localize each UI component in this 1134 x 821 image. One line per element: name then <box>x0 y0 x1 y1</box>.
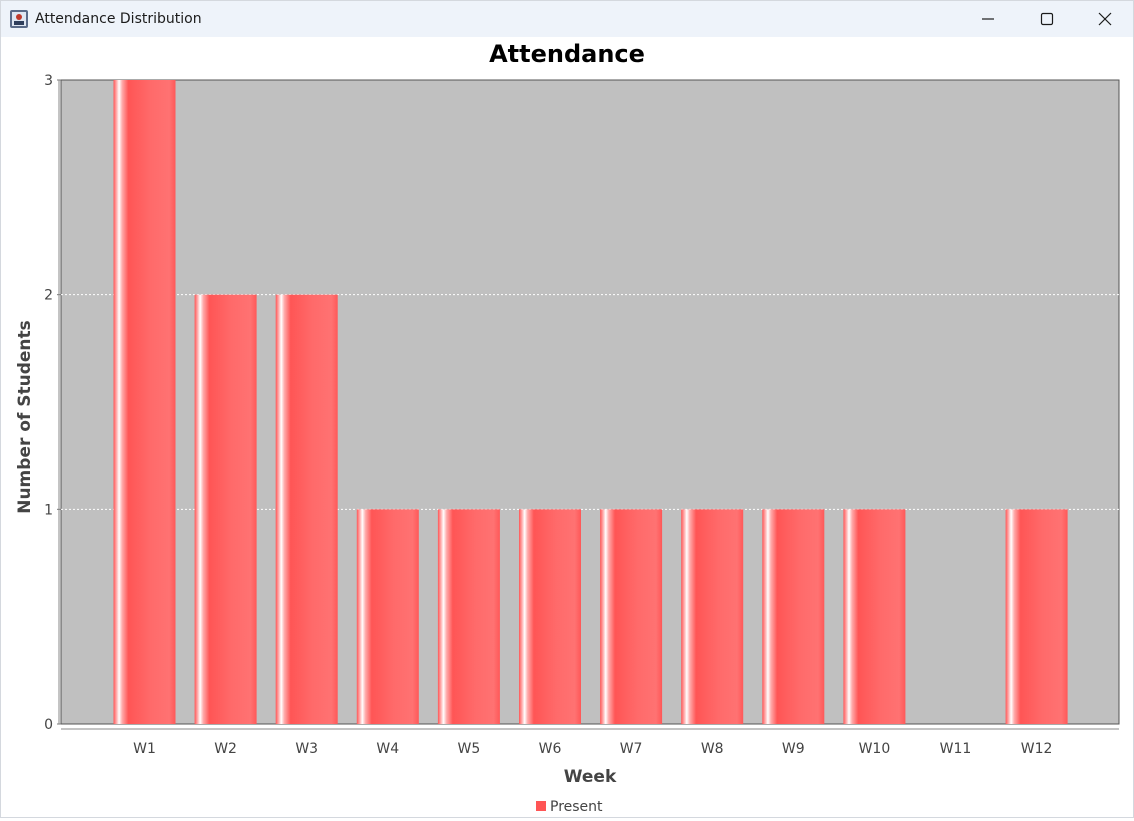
chart-title: Attendance <box>489 40 645 68</box>
bar-w7 <box>600 509 663 724</box>
x-tick-label-w8: W8 <box>701 741 724 757</box>
bar-w10 <box>843 509 906 724</box>
bar-w6 <box>519 509 581 724</box>
close-icon <box>1098 12 1112 26</box>
chart-panel: Attendance 0 1 2 3 W1 W2 W3 W4 W5 W6 W7 W8 W9 W10 W11 W… <box>1 37 1133 817</box>
bar-w9 <box>762 509 825 724</box>
legend: Present <box>536 799 603 815</box>
bar-w1 <box>113 80 176 724</box>
x-tick-label-w4: W4 <box>376 741 399 757</box>
bar-w8 <box>681 509 744 724</box>
minimize-button[interactable] <box>959 1 1017 37</box>
legend-label-present: Present <box>550 799 603 815</box>
bar-w5 <box>437 509 500 724</box>
bar-w12 <box>1005 509 1068 724</box>
legend-swatch-present <box>536 801 546 811</box>
x-axis-label: Week <box>564 767 617 787</box>
x-tick-label-w5: W5 <box>458 741 481 757</box>
x-tick-label-w3: W3 <box>295 741 318 757</box>
bar-w4 <box>356 509 419 724</box>
x-tick-label-w2: W2 <box>214 741 237 757</box>
x-tick-label-w7: W7 <box>620 741 643 757</box>
x-tick-label-w1: W1 <box>133 741 156 757</box>
close-button[interactable] <box>1076 1 1134 37</box>
y-tick-label-0: 0 <box>44 717 53 733</box>
java-app-icon <box>10 10 28 28</box>
y-tick-label-1: 1 <box>44 502 53 518</box>
y-tick-label-2: 2 <box>44 288 53 304</box>
bar-w2 <box>194 294 257 724</box>
window-title: Attendance Distribution <box>35 11 202 27</box>
y-axis-label: Number of Students <box>15 320 35 514</box>
plot-area: 0 1 2 3 W1 W2 W3 W4 W5 W6 W7 W8 W9 W10 W11 W12 <box>44 73 1120 757</box>
minimize-icon <box>982 18 994 20</box>
bar-chart: Attendance 0 1 2 3 W1 W2 W3 W4 W5 W6 W7 W8 W9 W10 W11 W… <box>15 40 1120 815</box>
maximize-button[interactable] <box>1018 1 1076 37</box>
bar-w3 <box>275 294 338 724</box>
title-bar[interactable]: Attendance Distribution <box>1 1 1133 37</box>
x-tick-label-w10: W10 <box>859 741 891 757</box>
y-tick-label-3: 3 <box>44 73 53 89</box>
x-tick-label-w12: W12 <box>1021 741 1053 757</box>
x-tick-label-w11: W11 <box>940 741 972 757</box>
maximize-icon <box>1040 12 1054 26</box>
x-tick-label-w9: W9 <box>782 741 805 757</box>
x-tick-label-w6: W6 <box>539 741 562 757</box>
